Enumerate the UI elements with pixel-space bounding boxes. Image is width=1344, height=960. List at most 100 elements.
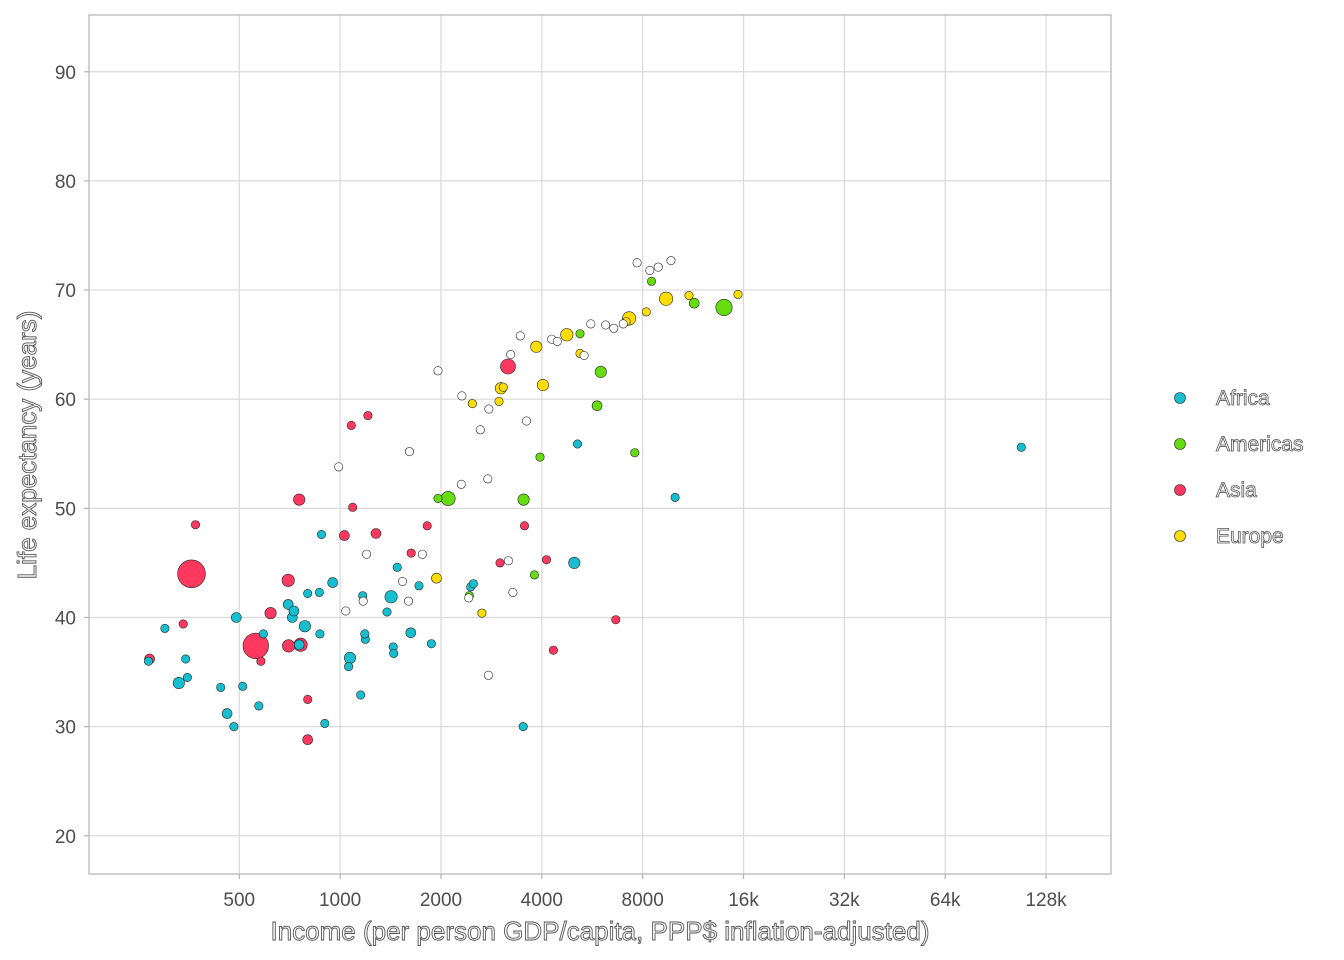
data-point-asia [302,734,314,746]
legend-key-americas [1174,438,1186,450]
y-tick-label: 20 [55,827,76,848]
data-point-africa [343,651,356,664]
data-point-other [433,366,443,376]
data-point-africa [160,623,170,633]
data-point-asia [282,639,296,653]
y-tick-label: 30 [55,718,76,739]
data-point-europe [494,396,504,406]
x-tick-label: 128k [1025,890,1067,911]
legend-label-europe: Europe [1216,525,1284,548]
data-point-other [475,425,485,435]
legend-label-africa: Africa [1216,387,1270,410]
data-point-africa [314,587,324,597]
legend-label-americas: Americas [1216,433,1304,456]
y-tick-label: 90 [55,63,76,84]
data-point-other [334,462,344,472]
data-points [144,256,1026,746]
data-point-africa [144,656,154,666]
x-tick-label: 32k [829,890,860,911]
data-point-americas [591,400,603,412]
data-point-asia [303,694,313,704]
data-point-other [483,670,493,680]
data-point-asia [422,521,432,531]
data-point-americas [535,452,545,462]
plot-panel-border [88,14,1112,875]
data-point-americas [575,329,585,339]
data-point-other [609,323,619,333]
data-point-asia [548,645,558,655]
data-point-other [618,319,628,329]
data-point-asia [242,632,269,660]
data-point-africa [316,529,326,539]
data-point-africa [182,672,192,682]
data-point-africa [229,722,239,732]
data-point-other [341,606,351,616]
data-point-other [521,416,531,426]
data-point-other [666,256,676,266]
data-point-africa [315,629,325,639]
data-point-other [464,593,474,603]
data-point-other [483,474,493,484]
data-point-other [404,447,414,457]
data-point-europe [659,291,674,306]
data-point-other [515,331,525,341]
data-point-asia [541,555,551,565]
data-point-europe [477,608,487,618]
data-point-africa [288,605,300,617]
data-point-europe [536,378,549,391]
data-point-africa [221,708,233,719]
data-point-other [397,576,407,586]
data-point-africa [238,681,248,691]
data-point-africa [426,639,436,649]
data-point-other [456,479,466,489]
data-point-other [403,596,413,606]
data-point-africa [303,588,313,598]
grid-lines [89,15,1111,874]
data-point-asia [281,573,295,587]
data-point-asia [339,530,350,541]
data-point-africa [216,682,226,692]
legend-key-asia [1174,484,1186,496]
x-tick-label: 500 [223,890,255,911]
data-point-americas [529,570,539,580]
data-point-other [484,404,494,414]
data-point-africa [344,662,354,672]
y-tick-label: 50 [55,499,76,520]
x-tick-label: 16k [728,890,759,911]
data-point-asia [348,502,358,512]
data-point-asia [177,559,206,588]
data-point-africa [172,676,185,689]
data-point-africa [405,627,417,639]
data-point-asia [293,493,306,506]
data-point-africa [181,654,191,664]
x-tick-label: 1000 [319,890,361,911]
x-tick-label: 4000 [521,890,563,911]
y-tick-label: 70 [55,281,76,302]
data-point-africa [258,629,268,639]
data-point-asia [495,558,505,568]
data-point-europe [733,289,743,299]
data-point-other [632,258,642,268]
x-tick-label: 2000 [420,890,462,911]
data-point-other [645,265,655,275]
data-point-asia [178,619,188,629]
data-point-africa [231,612,242,623]
data-point-other [417,549,427,559]
data-point-other [586,319,596,329]
data-point-asia [264,607,277,620]
data-point-asia [256,656,266,666]
data-point-asia [191,520,201,530]
axis-ticks: 500 1000 2000 4000 8000 16k 32k 64k 128k 20 30 40 50… [55,63,1067,911]
legend-key-europe [1174,530,1186,542]
data-point-europe [431,572,442,584]
data-point-africa [468,579,478,589]
y-tick-label: 80 [55,172,76,193]
data-point-africa [384,590,398,604]
legend-label-asia: Asia [1216,479,1257,502]
y-tick-label: 40 [55,609,76,630]
data-point-africa [298,620,311,633]
data-point-europe [498,382,508,392]
data-point-other [358,596,368,606]
data-point-other [579,350,589,360]
